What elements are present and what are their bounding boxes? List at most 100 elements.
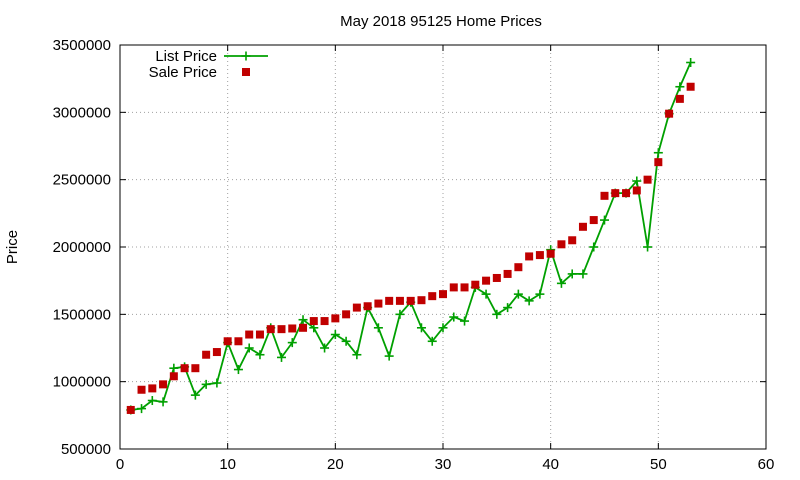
list-price-point	[298, 315, 308, 325]
x-tick-label: 40	[542, 456, 559, 473]
grid-layer	[120, 45, 766, 449]
list-price-point	[373, 323, 383, 333]
sale-price-point	[342, 310, 351, 319]
list-price-point	[460, 316, 470, 326]
list-price-point	[330, 330, 340, 340]
list-price-point	[416, 323, 426, 333]
x-tick-label: 50	[650, 456, 667, 473]
sale-price-point	[525, 252, 534, 261]
sale-price-point	[546, 249, 555, 258]
list-price-point	[169, 363, 179, 373]
sale-price-point	[460, 283, 469, 292]
sale-price-point	[331, 314, 340, 323]
list-price-point	[384, 351, 394, 361]
sale-price-point	[266, 325, 275, 334]
sale-price-point	[374, 299, 383, 308]
sale-price-point	[234, 337, 243, 346]
x-tick-label: 60	[758, 456, 775, 473]
list-price-point	[277, 352, 286, 362]
y-tick-label: 1500000	[53, 306, 111, 323]
list-price-point	[600, 215, 609, 225]
list-price-point	[320, 343, 330, 353]
x-tick-label: 20	[327, 456, 344, 473]
sale-price-point	[503, 269, 512, 278]
series-layer	[126, 58, 696, 415]
list-price-point	[535, 289, 545, 299]
sale-price-point	[159, 380, 168, 389]
sale-price-point	[557, 240, 566, 249]
sale-price-point	[395, 296, 404, 305]
sale-price-point	[471, 280, 480, 289]
list-price-point	[503, 303, 513, 313]
sale-price-point	[665, 109, 674, 118]
sale-price-point	[482, 276, 491, 285]
sale-price-point	[428, 292, 437, 301]
y-tick-label: 3000000	[53, 104, 111, 121]
sale-price-point	[223, 337, 232, 346]
list-price-point	[190, 390, 200, 400]
list-price-point	[352, 350, 362, 360]
y-axis-label: Price	[4, 230, 21, 264]
list-price-point	[158, 397, 168, 407]
list-price-point	[427, 336, 437, 346]
sale-price-point	[611, 189, 620, 198]
list-price-point	[212, 378, 222, 388]
sale-price-point	[277, 325, 286, 334]
sale-price-point	[675, 94, 684, 103]
y-tick-label: 1000000	[53, 374, 111, 391]
list-price-point	[287, 338, 297, 348]
sale-price-point	[578, 222, 587, 231]
sale-price-point	[406, 296, 415, 305]
sale-price-point	[255, 330, 264, 339]
axes-layer: 500000 1000000 1500000 2000000 2500000 300000…	[53, 37, 775, 473]
sale-price-point	[589, 216, 598, 225]
list-price-point	[686, 58, 696, 68]
sale-price-point	[363, 302, 372, 311]
chart-title: May 2018 95125 Home Prices	[340, 13, 542, 30]
sale-price-point	[385, 296, 394, 305]
list-price-point	[589, 242, 599, 252]
list-price-point	[255, 350, 265, 360]
sale-price-point	[439, 290, 447, 299]
list-price-point	[233, 365, 243, 375]
x-tick-label: 0	[116, 456, 124, 473]
x-tick-label: 30	[435, 456, 452, 473]
list-price-point	[341, 336, 351, 346]
sale-price-point	[191, 364, 200, 373]
sale-price-point	[568, 236, 577, 245]
y-tick-label: 500000	[61, 441, 111, 458]
list-price-point	[643, 242, 653, 252]
list-price-point	[513, 289, 523, 299]
sale-price-point	[600, 191, 609, 200]
list-price-point	[578, 269, 588, 279]
x-tick-label: 10	[219, 456, 236, 473]
list-price-point	[244, 343, 254, 353]
list-price-point	[147, 396, 157, 406]
legend-label-sale-price: Sale Price	[149, 64, 217, 81]
sale-price-point	[654, 158, 663, 167]
list-price-point	[395, 309, 405, 319]
sale-price-point	[288, 324, 297, 333]
list-price-point	[438, 323, 448, 333]
sale-price-point	[126, 405, 135, 414]
sale-price-point	[320, 317, 329, 326]
sale-price-point	[352, 303, 361, 312]
sale-price-point	[180, 364, 189, 373]
y-tick-label: 2000000	[53, 239, 111, 256]
list-price-point	[632, 176, 642, 186]
legend-marker-sale-price	[242, 68, 250, 76]
sale-price-point	[137, 385, 146, 394]
list-price-point	[567, 269, 577, 279]
list-price-line	[130, 62, 692, 411]
sale-price-point	[245, 330, 254, 339]
sale-price-point	[492, 273, 501, 282]
sale-price-point	[299, 323, 308, 332]
sale-price-point	[169, 372, 178, 381]
list-price-point	[492, 309, 502, 319]
sale-price-point	[686, 82, 695, 91]
list-price-point	[653, 148, 663, 158]
list-price-point	[137, 404, 147, 414]
legend-marker-list-price	[241, 51, 251, 61]
list-price-point	[201, 379, 211, 389]
